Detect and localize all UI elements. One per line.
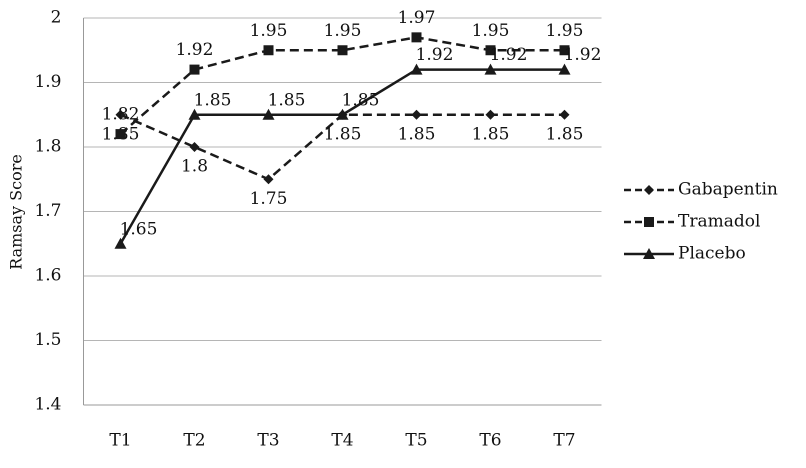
data-label: 1.85 — [472, 124, 510, 144]
marker — [189, 64, 200, 75]
marker — [484, 63, 497, 75]
data-label: 1.75 — [250, 189, 288, 209]
data-label: 1.85 — [342, 90, 380, 110]
marker — [411, 32, 422, 43]
data-label: 1.92 — [416, 45, 454, 65]
legend-entry: Tramadol — [624, 212, 760, 232]
data-label: 1.65 — [120, 219, 158, 239]
marker — [410, 63, 423, 75]
legend-entry: Gabapentin — [624, 180, 778, 200]
data-label: 1.82 — [102, 105, 140, 125]
y-tick-label: 2 — [51, 8, 62, 28]
data-label: 1.85 — [324, 124, 362, 144]
marker — [115, 109, 126, 120]
marker — [262, 108, 275, 120]
marker — [189, 142, 200, 152]
marker — [559, 45, 570, 56]
marker — [115, 129, 126, 140]
data-label: 1.95 — [250, 21, 288, 41]
marker — [263, 45, 274, 56]
x-tick-label: T1 — [109, 431, 131, 451]
legend-entry: Placebo — [624, 244, 746, 264]
y-tick-label: 1.4 — [34, 395, 61, 415]
y-axis-label: Ramsay Score — [7, 154, 26, 270]
marker — [188, 108, 201, 120]
data-label: 1.85 — [194, 90, 232, 110]
x-tick-label: T2 — [183, 431, 205, 451]
marker — [485, 109, 496, 120]
legend-label: Tramadol — [678, 212, 760, 232]
legend-marker — [643, 248, 655, 259]
marker — [558, 63, 571, 75]
x-tick-label: T6 — [479, 431, 501, 451]
marker — [337, 45, 348, 56]
legend-label: Placebo — [678, 244, 746, 264]
data-label: 1.85 — [546, 124, 584, 144]
data-label: 1.8 — [181, 157, 208, 177]
legend-marker — [644, 185, 654, 195]
legend-label: Gabapentin — [678, 180, 778, 200]
x-tick-label: T3 — [257, 431, 279, 451]
marker — [559, 109, 570, 120]
data-label: 1.97 — [398, 8, 436, 28]
data-label: 1.95 — [546, 21, 584, 41]
x-tick-label: T4 — [331, 431, 353, 451]
data-label: 1.95 — [324, 21, 362, 41]
x-tick-label: T7 — [553, 431, 575, 451]
data-label: 1.85 — [398, 124, 436, 144]
y-tick-label: 1.7 — [34, 201, 61, 221]
marker — [336, 108, 349, 120]
data-label: 1.92 — [564, 45, 602, 65]
marker — [263, 174, 274, 185]
data-label: 1.95 — [472, 21, 510, 41]
legend-marker — [644, 217, 654, 227]
y-tick-label: 1.6 — [34, 266, 61, 286]
y-tick-label: 1.8 — [34, 137, 61, 157]
x-tick-label: T5 — [405, 431, 427, 451]
y-tick-label: 1.9 — [34, 72, 61, 92]
y-tick-label: 1.5 — [34, 330, 61, 350]
data-label: 1.85 — [268, 90, 306, 110]
data-label: 1.92 — [490, 45, 528, 65]
marker — [114, 237, 127, 249]
marker — [485, 45, 496, 56]
data-label: 1.92 — [176, 40, 214, 60]
marker — [411, 109, 422, 120]
